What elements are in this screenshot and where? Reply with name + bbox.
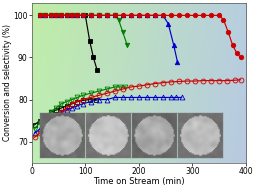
X-axis label: Time on Stream (min): Time on Stream (min): [93, 177, 185, 186]
Y-axis label: Conversion and selectivity (%): Conversion and selectivity (%): [3, 24, 12, 141]
